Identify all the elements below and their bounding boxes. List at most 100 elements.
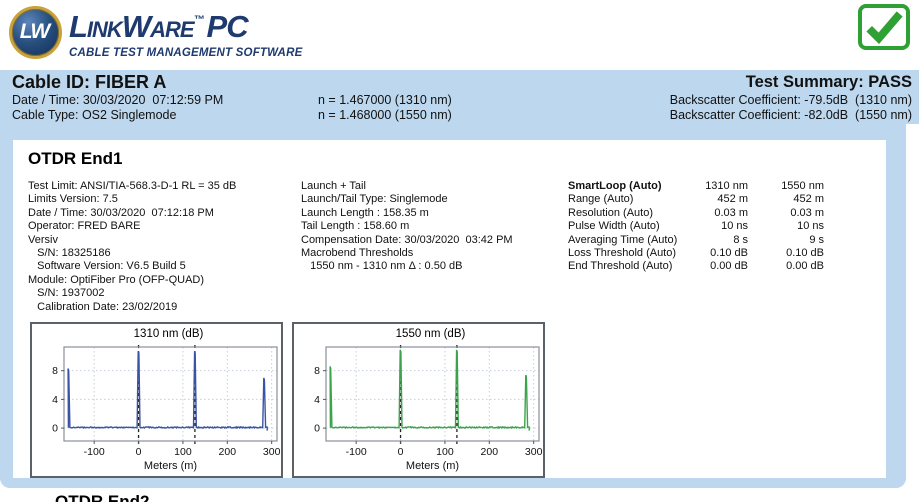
otdr-trace-chart-1550: 1550 nm (dB) -100 0 100 200 300 0 4 8 Meters (m) xyxy=(292,322,545,478)
smartloop-value: 1550 nm xyxy=(781,180,824,192)
linkware-logo: LW LinkWare™PC CABLE TEST MANAGEMENT SOF… xyxy=(9,5,302,59)
info-line: Tail Length : 158.60 m xyxy=(301,220,410,233)
smartloop-value: 0.03 m xyxy=(714,206,748,219)
smartloop-value: 1310 nm xyxy=(705,180,748,192)
svg-text:4: 4 xyxy=(52,394,58,406)
smartloop-value: 0.00 dB xyxy=(710,260,748,273)
info-line: Compensation Date: 30/03/2020 03:42 PM xyxy=(301,233,513,246)
info-line: Macrobend Thresholds xyxy=(301,247,414,260)
smartloop-param-label: Resolution (Auto) xyxy=(568,206,653,219)
chart-title-1550: 1550 nm (dB) xyxy=(395,328,466,340)
svg-text:4: 4 xyxy=(314,394,320,406)
logo-suffix: PC xyxy=(206,9,249,44)
svg-text:100: 100 xyxy=(174,446,192,458)
chart-title-1310: 1310 nm (dB) xyxy=(133,328,204,340)
smartloop-param-label: Pulse Width (Auto) xyxy=(568,220,660,233)
logo-name: LinkWare xyxy=(69,9,195,44)
checkmark-glyph xyxy=(866,11,903,44)
smartloop-value: 452 m xyxy=(793,193,824,206)
svg-text:0: 0 xyxy=(398,446,404,458)
svg-text:300: 300 xyxy=(263,446,281,458)
logo-tagline: CABLE TEST MANAGEMENT SOFTWARE xyxy=(69,47,303,59)
linkware-badge-icon: LW xyxy=(9,5,62,59)
info-line: Date / Time: 30/03/2020 07:12:18 PM xyxy=(28,206,214,219)
smartloop-row: Pulse Width (Auto) 10 ns 10 ns xyxy=(568,220,824,233)
smartloop-row: End Threshold (Auto) 0.00 dB 0.00 dB xyxy=(568,260,824,273)
svg-text:0: 0 xyxy=(52,423,58,435)
smartloop-value: 8 s xyxy=(733,233,748,246)
info-line: Test Limit: ANSI/TIA-568.3-D-1 RL = 35 d… xyxy=(28,180,237,192)
smartloop-value: 10 ns xyxy=(797,220,824,233)
smartloop-row: Loss Threshold (Auto) 0.10 dB 0.10 dB xyxy=(568,247,824,260)
info-line: Launch + Tail xyxy=(301,180,366,192)
info-line: 1550 nm - 1310 nm Δ : 0.50 dB xyxy=(301,260,463,273)
svg-text:Meters (m): Meters (m) xyxy=(144,460,197,472)
cable-info-block: Cable ID: FIBER A Date / Time: 30/03/202… xyxy=(12,72,223,122)
smartloop-table: SmartLoop (Auto) 1310 nm 1550 nm Range (Aut… xyxy=(568,180,824,314)
test-info-column: Test Limit: ANSI/TIA-568.3-D-1 RL = 35 d… xyxy=(28,180,301,314)
report-date-time: Date / Time: 30/03/2020 07:12:59 PM xyxy=(12,93,224,107)
info-line: Operator: FRED BARE xyxy=(28,220,141,233)
smartloop-param-label: SmartLoop (Auto) xyxy=(568,180,662,192)
info-line: S/N: 18325186 xyxy=(28,247,111,260)
otdr-trace-line xyxy=(329,349,530,431)
otdr-trace-plot: -100 0 100 200 300 0 4 8 Meters (m) xyxy=(314,345,543,472)
otdr-end1-title: OTDR End1 xyxy=(28,149,123,168)
smartloop-param-label: Averaging Time (Auto) xyxy=(568,233,678,246)
test-summary-result: Test Summary: PASS xyxy=(745,73,912,91)
svg-text:8: 8 xyxy=(314,365,320,377)
logo-title: LinkWare™PC xyxy=(69,5,302,48)
n-value-1550: n = 1.468000 (1550 nm) xyxy=(318,107,452,122)
otdr-trace-line xyxy=(67,351,268,431)
pass-checkmark-icon xyxy=(858,4,910,50)
svg-text:0: 0 xyxy=(136,446,142,458)
info-line: Calibration Date: 23/02/2019 xyxy=(28,300,178,313)
otdr-trace-chart-1310: 1310 nm (dB) -100 0 100 200 300 0 4 8 Meters (m) xyxy=(30,322,283,478)
info-line: Versiv xyxy=(28,233,58,246)
svg-text:300: 300 xyxy=(525,446,543,458)
svg-text:100: 100 xyxy=(436,446,454,458)
svg-text:0: 0 xyxy=(314,423,320,435)
smartloop-value: 0.10 dB xyxy=(710,247,748,260)
smartloop-row: Resolution (Auto) 0.03 m 0.03 m xyxy=(568,207,824,220)
n-value-1310: n = 1.467000 (1310 nm) xyxy=(318,93,452,107)
svg-text:Meters (m): Meters (m) xyxy=(406,460,459,472)
smartloop-param-label: Range (Auto) xyxy=(568,193,634,206)
svg-text:200: 200 xyxy=(481,446,499,458)
backscatter-1310: Backscatter Coefficient: -79.5dB (1310 n… xyxy=(669,93,912,107)
test-summary-block: Test Summary: PASS Backscatter Coefficie… xyxy=(670,72,912,122)
info-line: Software Version: V6.5 Build 5 xyxy=(28,260,186,273)
svg-text:8: 8 xyxy=(52,365,58,377)
svg-text:200: 200 xyxy=(219,446,237,458)
smartloop-param-label: End Threshold (Auto) xyxy=(568,260,673,273)
info-line: Launch Length : 158.35 m xyxy=(301,206,429,219)
svg-text:-100: -100 xyxy=(84,446,105,458)
section-frame: OTDR End1 Test Limit: ANSI/TIA-568.3-D-1… xyxy=(0,124,906,488)
backscatter-1550: Backscatter Coefficient: -82.0dB (1550 n… xyxy=(669,107,912,122)
cable-type: Cable Type: OS2 Singlemode xyxy=(12,107,177,122)
smartloop-value: 0.03 m xyxy=(790,206,824,219)
launch-tail-column: Launch + Tail Launch/Tail Type: Singlemod… xyxy=(301,180,568,314)
smartloop-header-row: SmartLoop (Auto) 1310 nm 1550 nm xyxy=(568,180,824,193)
info-line: Module: OptiFiber Pro (OFP-QUAD) xyxy=(28,273,205,286)
otdr-trace-plot: -100 0 100 200 300 0 4 8 Meters (m) xyxy=(52,345,281,472)
otdr-end2-title: OTDR End2 xyxy=(55,492,150,502)
smartloop-row: Averaging Time (Auto) 8 s 9 s xyxy=(568,234,824,247)
smartloop-row: Range (Auto) 452 m 452 m xyxy=(568,193,824,206)
smartloop-value: 452 m xyxy=(717,193,748,206)
info-line: S/N: 1937002 xyxy=(28,287,105,300)
smartloop-value: 0.00 dB xyxy=(786,260,824,273)
summary-band: Cable ID: FIBER A Date / Time: 30/03/202… xyxy=(0,70,919,124)
smartloop-value: 9 s xyxy=(809,233,824,246)
smartloop-param-label: Loss Threshold (Auto) xyxy=(568,247,677,260)
smartloop-value: 10 ns xyxy=(721,220,748,233)
badge-text: LW xyxy=(19,20,50,43)
smartloop-value: 0.10 dB xyxy=(786,247,824,260)
svg-text:-100: -100 xyxy=(346,446,367,458)
logo-trademark-icon: ™ xyxy=(193,14,205,26)
logo-wordmark: LinkWare™PC CABLE TEST MANAGEMENT SOFTWA… xyxy=(69,5,302,59)
cable-id: Cable ID: FIBER A xyxy=(12,72,167,92)
report-topbar: LW LinkWare™PC CABLE TEST MANAGEMENT SOF… xyxy=(0,0,919,68)
refractive-index-block: n = 1.467000 (1310 nm) n = 1.468000 (155… xyxy=(318,93,452,122)
